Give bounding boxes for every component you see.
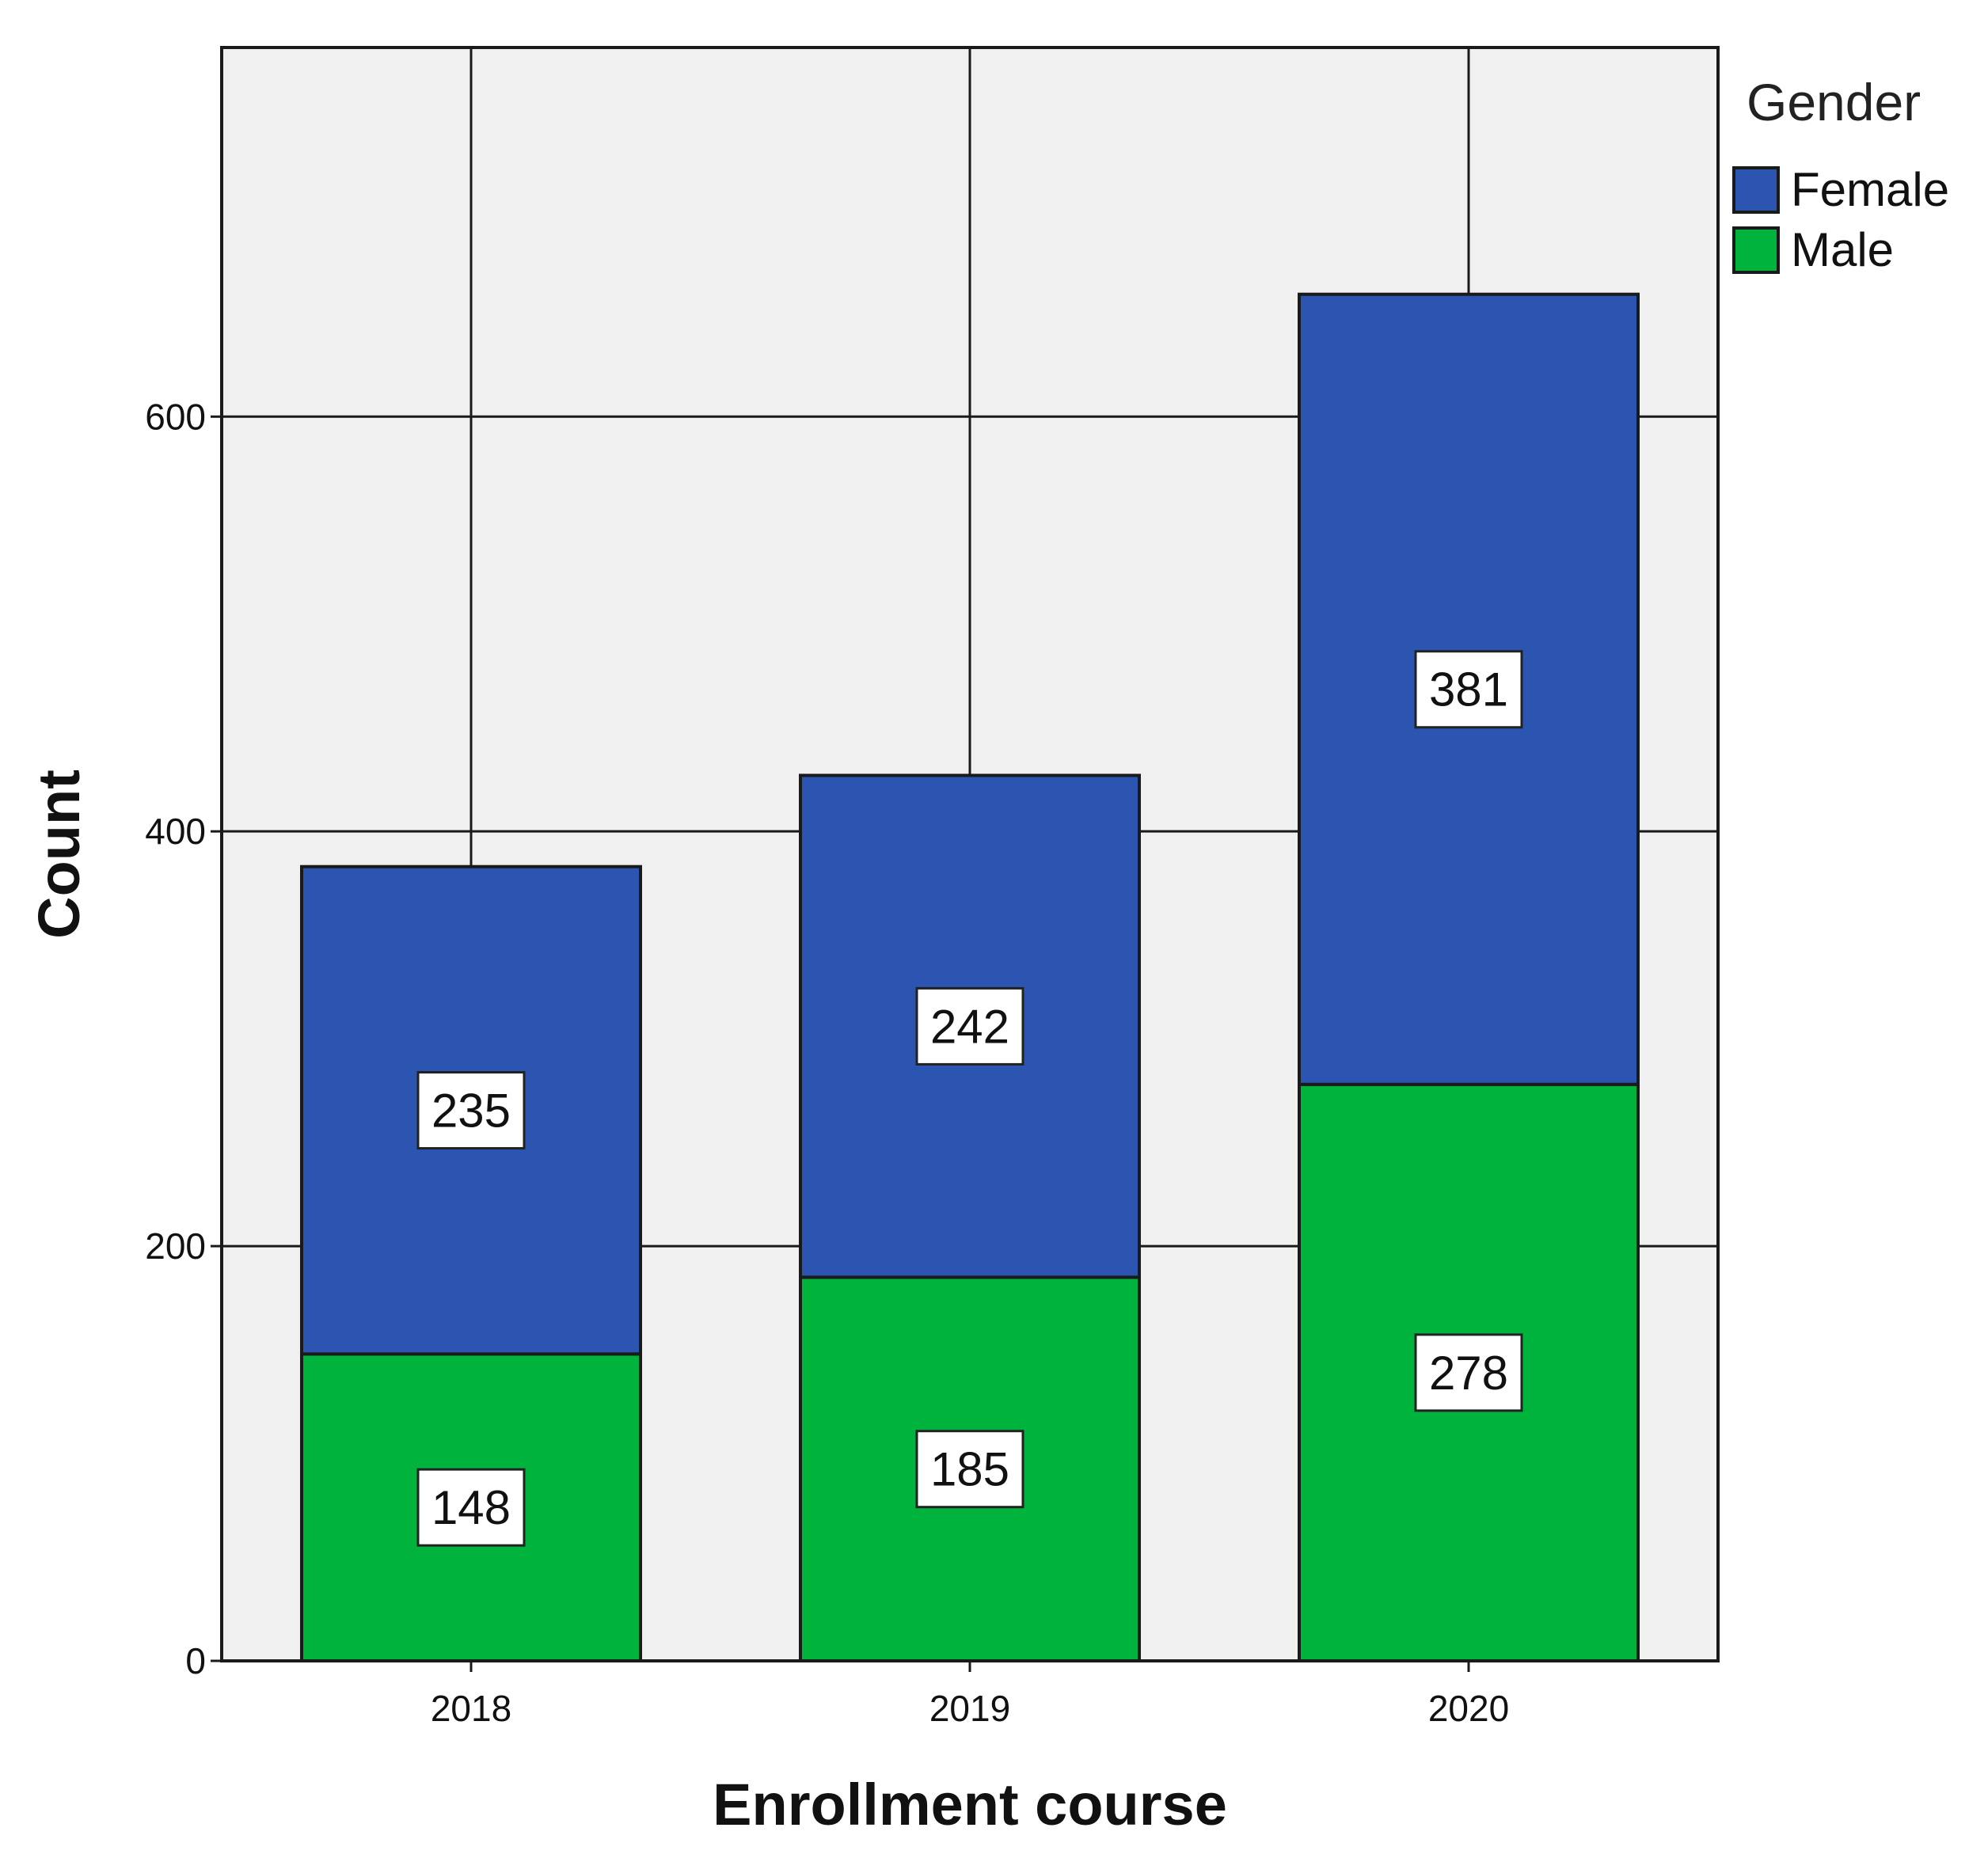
data-label-box	[1414, 650, 1523, 729]
y-tick-label: 0	[185, 1640, 206, 1681]
bar-male-2018	[300, 1352, 642, 1662]
x-tick-label: 2019	[929, 1688, 1010, 1729]
y-tick-label: 200	[145, 1225, 206, 1267]
x-axis-title: Enrollment course	[713, 1772, 1227, 1837]
legend-swatch-female	[1732, 166, 1780, 214]
y-tick-label: 600	[145, 396, 206, 437]
x-tick-label: 2018	[431, 1688, 511, 1729]
x-tick-label: 2020	[1428, 1688, 1509, 1729]
plot-frame	[220, 46, 1720, 1662]
y-axis-title: Count	[26, 769, 92, 939]
legend-swatch-male	[1732, 226, 1780, 274]
data-label-box	[416, 1468, 526, 1547]
data-label-box	[915, 986, 1024, 1066]
y-tick-label: 400	[145, 811, 206, 852]
legend: Gender Female Male	[1732, 73, 1949, 276]
axes: 0 200 400 600 2018 2019 2020	[145, 46, 1720, 1729]
data-label-male-2020: 278	[1429, 1347, 1508, 1400]
data-label-female-2019: 242	[930, 1000, 1009, 1053]
legend-title: Gender	[1747, 73, 1921, 131]
data-label-box	[416, 1071, 526, 1150]
data-labels: 148 235 185 242 278 381	[416, 650, 1523, 1547]
data-label-box	[1414, 1333, 1523, 1412]
data-label-female-2018: 235	[431, 1085, 511, 1138]
data-label-male-2018: 148	[431, 1481, 511, 1534]
data-label-box	[915, 1430, 1024, 1509]
data-label-female-2020: 381	[1429, 663, 1508, 716]
data-label-male-2019: 185	[930, 1443, 1009, 1496]
bars	[300, 292, 1640, 1663]
legend-label-male: Male	[1791, 223, 1894, 276]
legend-label-female: Female	[1791, 163, 1949, 216]
